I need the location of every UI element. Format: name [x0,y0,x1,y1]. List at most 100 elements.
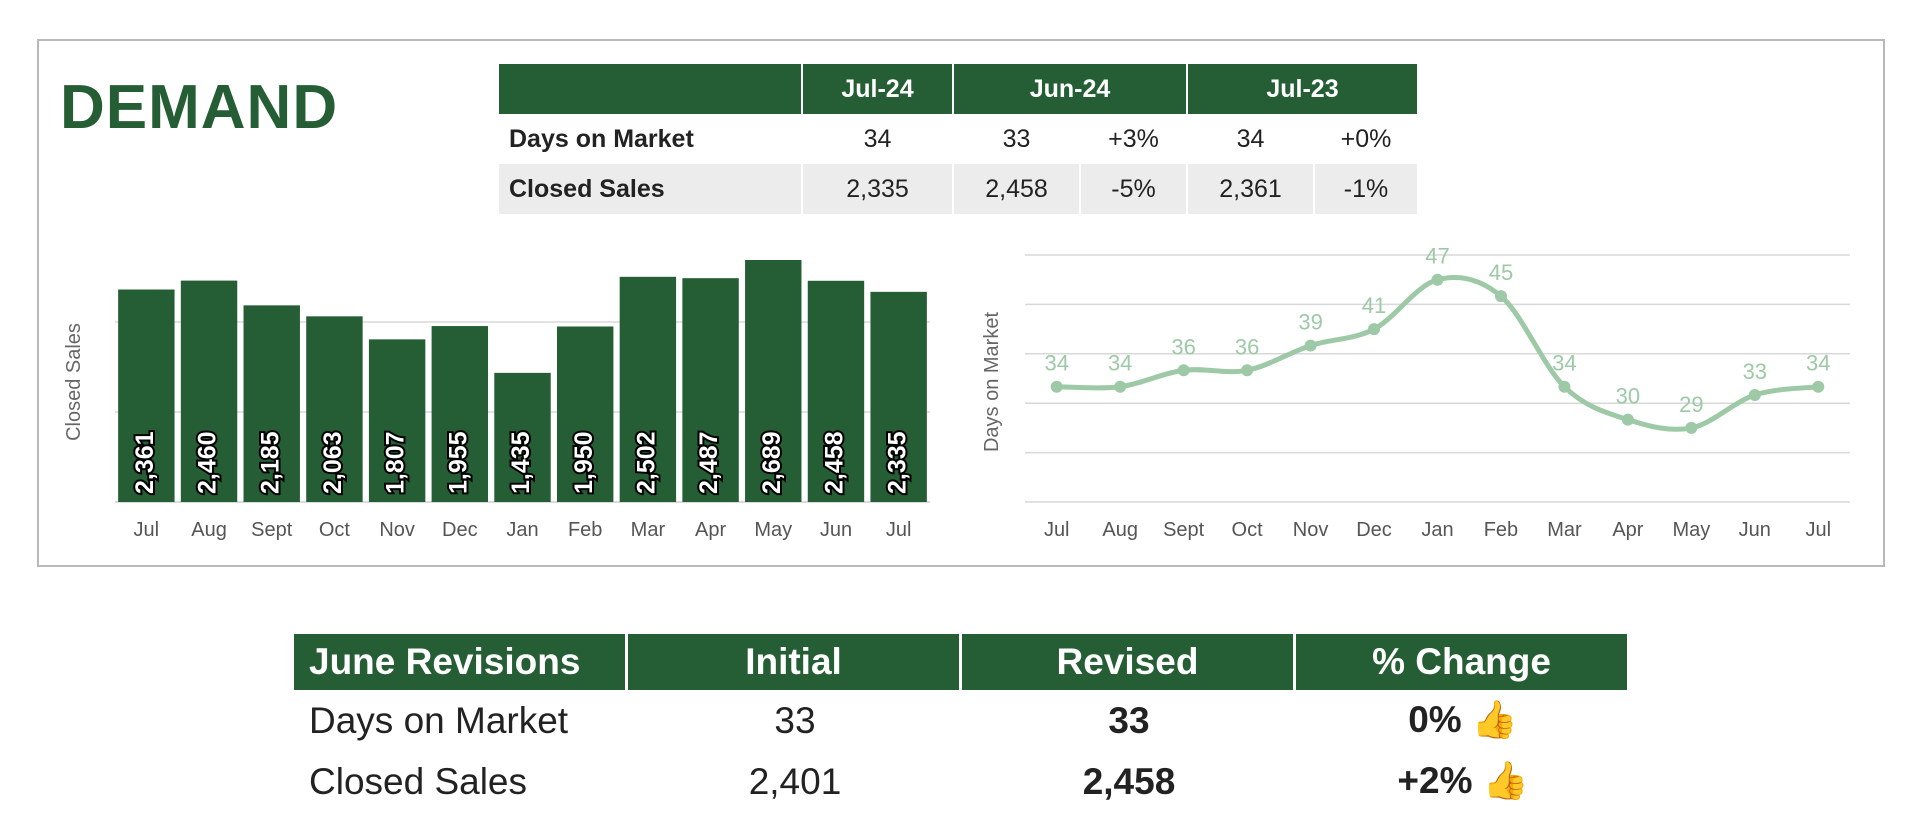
revisions-change-cell: 0% 👍 [1296,690,1630,751]
data-point [1812,380,1825,393]
data-point [1558,380,1571,393]
x-tick-label: Feb [1484,519,1518,541]
summary-table: Jul-24 Jun-24 Jul-23 Days on Market 34 3… [499,64,1419,214]
data-point [1177,364,1190,377]
revisions-header-change: % Change [1296,634,1630,690]
summary-cell: 2,335 [803,164,954,214]
revisions-revised-cell: 2,458 [1082,760,1176,802]
data-point [1241,364,1254,377]
x-tick-label: Jul [1805,519,1831,541]
bar-data-label: 1,950 [570,431,598,494]
bar [745,259,802,502]
bar [368,339,426,502]
point-data-label: 29 [1679,392,1703,417]
revisions-row-label: Closed Sales [309,760,528,802]
closed-sales-bar-chart: 2,361 Jul 2,460 Aug 2,185 Sept 2,063 Oct 1,807 No… [63,259,930,541]
revisions-table: June Revisions Initial Revised % Change … [294,634,1630,812]
bar-data-label: 2,361 [131,431,159,494]
summary-row-label: Closed Sales [499,164,803,214]
summary-cell: 34 [1188,114,1315,164]
point-data-label: 36 [1235,334,1259,359]
summary-header-blank [499,64,803,114]
x-tick-label: Mar [631,519,666,541]
summary-change-cell: -5% [1081,164,1188,214]
section-title: DEMAND [60,73,339,142]
days-on-market-line-chart: 34 Jul 34 Aug 36 Sept 36 Oct 39 Nov 41 Dec 47 Jan 45 Fe… [981,244,1850,541]
summary-row: Closed Sales 2,335 2,458 -5% 2,361 -1% [499,164,1419,214]
point-data-label: 34 [1552,351,1576,376]
thumbs-up-icon: 👍 [1471,699,1518,740]
x-tick-label: Mar [1547,519,1582,541]
bar-data-label: 2,460 [194,431,222,494]
revisions-header-initial: Initial [628,634,962,690]
bar [556,326,614,502]
revisions-header-row: June Revisions Initial Revised % Change [294,634,1630,690]
bar-data-label: 2,458 [821,431,849,494]
x-tick-label: Dec [442,519,478,541]
bar-data-label: 2,502 [632,431,660,494]
x-tick-label: Jul [1044,519,1070,541]
x-tick-label: Apr [695,519,726,541]
bar-data-label: 2,487 [695,431,723,494]
bar [619,276,677,502]
summary-header-jul23: Jul-23 [1188,64,1419,114]
thumbs-up-icon: 👍 [1482,760,1529,801]
revisions-row-label: Days on Market [309,699,569,741]
x-tick-label: Apr [1612,519,1643,541]
revisions-change-value: 0% [1408,699,1462,740]
summary-cell: 33 [954,114,1081,164]
x-tick-label: May [754,519,792,541]
x-tick-label: Jun [820,519,852,541]
bar [180,280,238,502]
x-tick-label: May [1672,519,1710,541]
bar [807,280,865,502]
revisions-change-cell: +2% 👍 [1296,751,1630,812]
bar [682,278,739,502]
summary-header-jul24: Jul-24 [803,64,954,114]
point-data-label: 47 [1425,244,1449,269]
summary-cell: 2,458 [954,164,1081,214]
bar-data-label: 2,063 [319,431,347,494]
point-data-label: 30 [1616,384,1640,409]
summary-change-cell: +3% [1081,114,1188,164]
summary-row: Days on Market 34 33 +3% 34 +0% [499,114,1419,164]
bar [118,289,175,502]
bar-data-label: 2,185 [256,431,284,494]
summary-row-label: Days on Market [499,114,803,164]
point-data-label: 41 [1362,293,1386,318]
summary-change-cell: -1% [1315,164,1419,214]
bar [494,372,551,502]
data-point [1494,290,1507,303]
revisions-revised-cell: 33 [1108,699,1150,741]
data-point [1304,339,1317,352]
bar-data-label: 1,955 [444,431,472,494]
y-axis-title: Days on Market [981,312,1003,452]
bar-data-label: 2,335 [883,431,911,494]
summary-change-cell: +0% [1315,114,1419,164]
bar [870,291,927,502]
x-tick-label: Dec [1356,519,1392,541]
bar [306,316,363,502]
y-axis-title: Closed Sales [63,323,85,441]
summary-header-jun24: Jun-24 [954,64,1188,114]
revisions-row: Closed Sales 2,401 2,458 +2% 👍 [294,751,1630,812]
data-point [1431,273,1444,286]
bar [243,305,300,502]
x-tick-label: Sept [1163,519,1205,541]
point-data-label: 34 [1044,351,1068,376]
data-point [1685,421,1698,434]
summary-cell: 2,361 [1188,164,1315,214]
data-point [1368,323,1381,336]
x-tick-label: Jan [1421,519,1453,541]
summary-header-row: Jul-24 Jun-24 Jul-23 [499,64,1419,114]
x-tick-label: Feb [568,519,602,541]
point-data-label: 36 [1171,334,1195,359]
x-tick-label: Oct [319,519,351,541]
x-tick-label: Aug [191,519,227,541]
x-tick-label: Oct [1232,519,1264,541]
x-tick-label: Jan [506,519,538,541]
point-data-label: 34 [1806,351,1830,376]
x-tick-label: Nov [379,519,415,541]
point-data-label: 39 [1298,310,1322,335]
data-point [1621,413,1634,426]
